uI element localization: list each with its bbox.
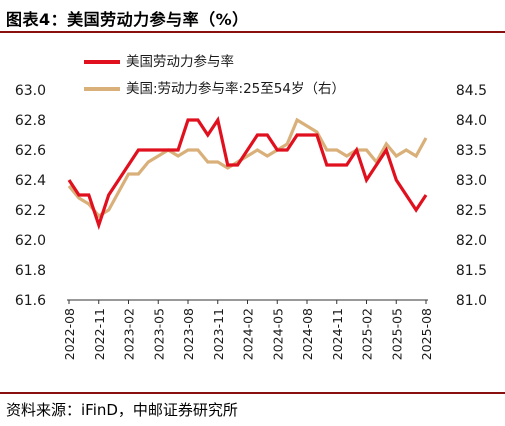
header-rule: [0, 31, 505, 33]
left-tick-label: 61.8: [15, 263, 46, 279]
x-tick-label: 2024-11: [330, 308, 345, 360]
right-tick-label: 84.5: [456, 83, 487, 99]
x-tick-label: 2025-02: [360, 308, 375, 360]
x-tick-label: 2025-08: [419, 308, 434, 360]
left-tick-label: 61.6: [15, 293, 46, 309]
x-tick-label: 2024-05: [270, 308, 285, 360]
footer-rule: [0, 392, 505, 394]
legend-label-series-1: 美国劳动力参与率: [126, 53, 234, 70]
x-tick-label: 2022-08: [62, 308, 77, 360]
x-tick-label: 2025-05: [389, 308, 404, 360]
right-tick-label: 81.5: [456, 263, 487, 279]
left-tick-label: 62.6: [15, 143, 46, 159]
series-line-participation-25-54: [67, 117, 428, 219]
left-tick-label: 62.8: [15, 113, 46, 129]
legend: 美国劳动力参与率 美国:劳动力参与率:25至54岁（右）: [84, 53, 345, 97]
chart-title: 图表4：美国劳动力参与率（%）: [6, 10, 249, 29]
left-tick-label: 62.0: [15, 233, 46, 249]
right-tick-label: 82.0: [456, 233, 487, 249]
left-tick-label: 63.0: [15, 83, 46, 99]
x-tick-label: 2023-08: [181, 308, 196, 360]
line-chart: 美国劳动力参与率 美国:劳动力参与率:25至54岁（右） 2022-08 2022…: [15, 53, 487, 360]
right-tick-label: 83.0: [456, 173, 487, 189]
x-tick-label: 2023-02: [122, 308, 137, 360]
right-tick-label: 83.5: [456, 143, 487, 159]
right-tick-label: 82.5: [456, 203, 487, 219]
x-tick-label: 2023-11: [211, 308, 226, 360]
plot-area: 2022-08 2022-11 2023-02 2023-05 2023-08 2023-…: [15, 83, 487, 360]
x-tick-label: 2022-11: [92, 308, 107, 360]
left-tick-label: 62.4: [15, 173, 46, 189]
legend-label-series-2: 美国:劳动力参与率:25至54岁（右）: [126, 80, 345, 97]
right-tick-label: 81.0: [456, 293, 487, 309]
x-tick-label: 2024-02: [241, 308, 256, 360]
x-tick-label: 2023-05: [151, 308, 166, 360]
right-tick-label: 84.0: [456, 113, 487, 129]
left-tick-label: 62.2: [15, 203, 46, 219]
source-note: 资料来源：iFinD，中邮证券研究所: [6, 401, 238, 419]
series-line-participation-rate: [67, 115, 428, 231]
x-tick-label: 2024-08: [300, 308, 315, 360]
